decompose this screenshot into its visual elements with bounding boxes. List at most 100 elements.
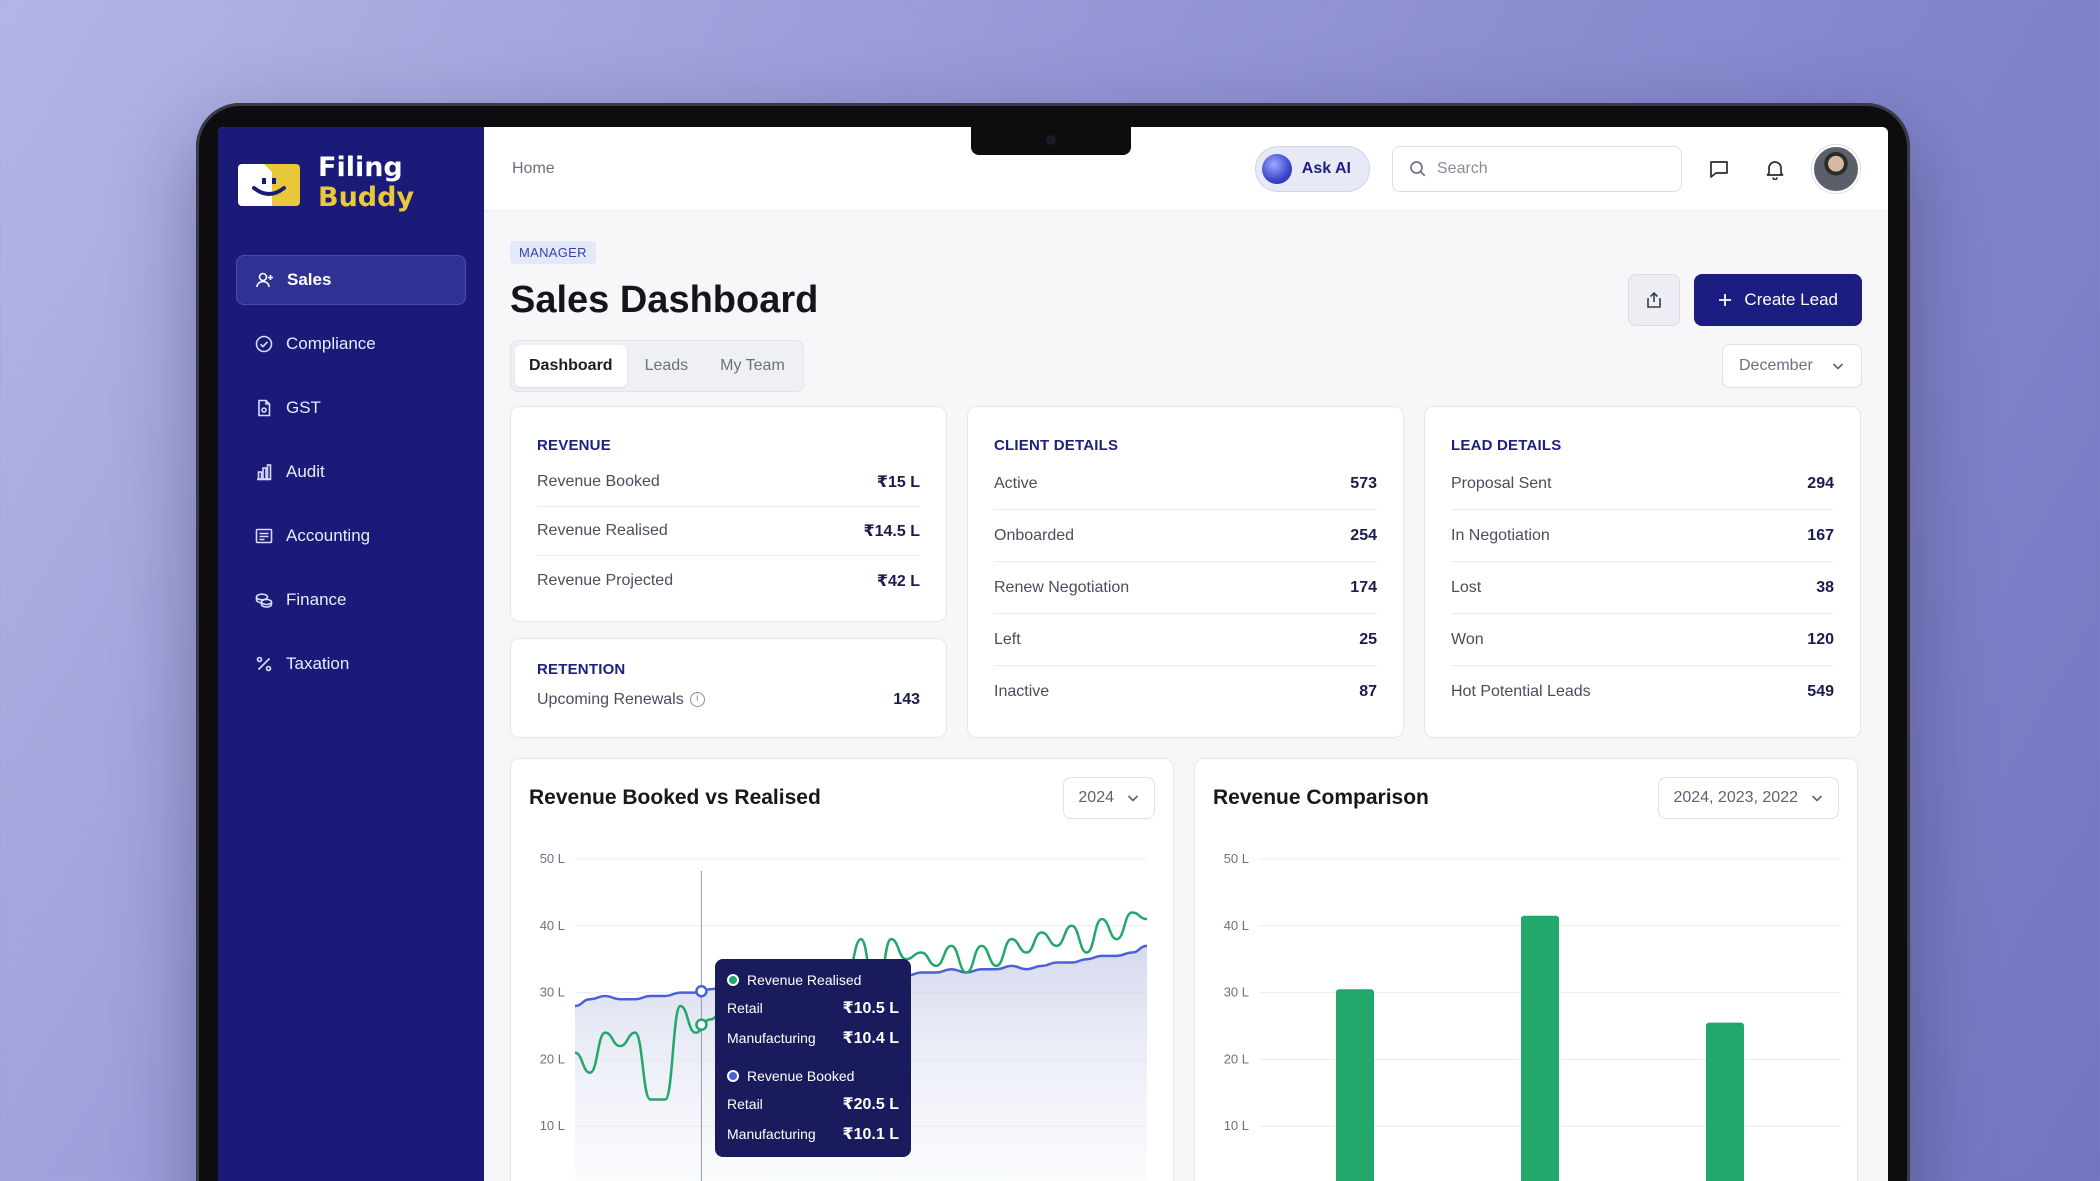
kv-value: 573	[1350, 474, 1377, 492]
y-tick-label: 50 L	[540, 851, 565, 866]
kv-value: ₹15 L	[876, 474, 920, 491]
dashboard-content: MANAGER Sales Dashboard Create Lead Dash…	[484, 211, 1888, 1181]
create-lead-button[interactable]: Create Lead	[1694, 274, 1862, 326]
lead-details-heading: LEAD DETAILS	[1451, 437, 1562, 454]
brand-name-line2: Buddy	[318, 182, 415, 213]
month-select-value: December	[1739, 357, 1813, 374]
sidebar-item-audit[interactable]: Audit	[236, 447, 466, 497]
kv-label: Revenue Booked	[537, 473, 660, 490]
sidebar-item-compliance[interactable]: Compliance	[236, 319, 466, 369]
tooltip-series-name: Revenue Booked	[747, 1068, 855, 1084]
tooltip-value: ₹10.5 L	[842, 1000, 900, 1017]
bar-chart-icon	[257, 464, 272, 481]
sidebar-item-label: Compliance	[286, 334, 376, 353]
sidebar-item-label: Audit	[286, 462, 325, 481]
messages-button[interactable]	[1700, 150, 1738, 188]
sidebar-item-sales[interactable]: Sales	[236, 255, 466, 305]
lead-details-card: LEAD DETAILS Proposal Sent 294 In Negotia…	[1424, 406, 1861, 738]
chevron-down-icon	[1127, 795, 1139, 802]
list-item: Revenue Projected ₹42 L	[537, 556, 920, 605]
revenue-heading: REVENUE	[537, 437, 611, 454]
kv-label: In Negotiation	[1451, 526, 1550, 544]
plus-icon	[1719, 294, 1732, 306]
kv-label: Lost	[1451, 578, 1482, 596]
y-tick-label: 40 L	[1224, 918, 1249, 933]
chevron-down-icon	[1832, 363, 1844, 370]
list-item: Hot Potential Leads 549	[1451, 666, 1834, 718]
info-icon[interactable]: i	[689, 692, 705, 708]
filing-buddy-logo-icon	[236, 158, 302, 208]
sidebar-item-label: Sales	[287, 270, 332, 289]
line-chart-year-select[interactable]: 2024	[1063, 777, 1155, 819]
brand-logo[interactable]: Filing Buddy	[236, 153, 466, 213]
sidebar-item-accounting[interactable]: Accounting	[236, 511, 466, 561]
sidebar-item-label: Accounting	[286, 526, 371, 545]
y-tick-label: 20 L	[1224, 1051, 1249, 1066]
user-plus-icon	[256, 272, 273, 288]
client-details-card: CLIENT DETAILS Active 573 Onboarded 254 Re…	[967, 406, 1404, 738]
camera-notch	[971, 127, 1131, 155]
export-button[interactable]	[1628, 274, 1681, 326]
booked-point	[695, 985, 708, 998]
avatar[interactable]	[1812, 144, 1860, 193]
sidebar-item-taxation[interactable]: Taxation	[236, 639, 466, 689]
brand-name-line1: Filing	[318, 152, 403, 183]
line-chart-year-value: 2024	[1078, 789, 1114, 806]
y-tick-label: 10 L	[1224, 1118, 1249, 1133]
sidebar-item-label: Taxation	[286, 654, 350, 673]
bell-icon	[1766, 160, 1784, 180]
kv-value: 174	[1350, 578, 1377, 596]
share-icon	[1647, 291, 1662, 308]
ai-orb-icon	[1261, 153, 1292, 184]
kv-label: Proposal Sent	[1451, 474, 1552, 492]
tooltip-value: ₹10.4 L	[842, 1030, 900, 1047]
kv-label: Active	[994, 474, 1038, 492]
kv-value: 143	[893, 691, 920, 708]
app-screen: Filing Buddy Sales Compliance GST Audit …	[218, 127, 1888, 1181]
list-item: Revenue Booked ₹15 L	[537, 458, 920, 507]
tab-dashboard[interactable]: Dashboard	[515, 345, 627, 387]
revenue-bar-chart-card: Revenue Comparison 2024, 2023, 2022 010 …	[1194, 758, 1858, 1181]
top-bar: Home Ask AI	[484, 127, 1888, 211]
tab-my-team[interactable]: My Team	[720, 357, 785, 374]
ask-ai-button[interactable]: Ask AI	[1254, 145, 1370, 192]
bar-2023	[1521, 915, 1559, 1181]
coins-icon	[255, 593, 273, 608]
bar-2024	[1706, 1022, 1744, 1181]
notifications-button[interactable]	[1756, 150, 1794, 188]
page-title: Sales Dashboard	[510, 278, 819, 321]
ledger-icon	[255, 528, 273, 544]
y-tick-label: 30 L	[1224, 985, 1249, 1000]
kv-value: 294	[1807, 474, 1834, 492]
sidebar-item-finance[interactable]: Finance	[236, 575, 466, 625]
list-item: Lost 38	[1451, 562, 1834, 614]
realised-line	[574, 911, 1148, 1101]
list-item: Active 573	[994, 458, 1377, 510]
kv-label: Inactive	[994, 683, 1050, 700]
bar-2022	[1336, 989, 1374, 1181]
realised-point	[695, 1018, 708, 1031]
list-item: Renew Negotiation 174	[994, 562, 1377, 614]
revenue-line-chart-card: Revenue Booked vs Realised 2024 010 L20 …	[510, 758, 1174, 1181]
search-box[interactable]	[1392, 145, 1682, 192]
list-item: Won 120	[1451, 614, 1834, 666]
kv-label: Revenue Projected	[537, 571, 674, 589]
month-select[interactable]: December	[1722, 344, 1862, 388]
kv-label: Upcoming Renewals	[537, 691, 684, 708]
percent-icon	[256, 656, 272, 672]
sidebar-item-gst[interactable]: GST	[236, 383, 466, 433]
bar-chart[interactable]: 010 L20 L30 L40 L50 L202220232024	[1213, 829, 1841, 1181]
kv-label: Revenue Realised	[537, 522, 668, 539]
list-item: Proposal Sent 294	[1451, 458, 1834, 510]
tab-leads[interactable]: Leads	[644, 357, 689, 374]
kv-value: 120	[1807, 630, 1834, 648]
tooltip-label: Manufacturing	[727, 1030, 816, 1046]
kv-label: Onboarded	[994, 526, 1075, 544]
bar-chart-year-select[interactable]: 2024, 2023, 2022	[1658, 777, 1839, 819]
breadcrumb[interactable]: Home	[512, 159, 555, 177]
search-input[interactable]	[1437, 159, 1657, 178]
ask-ai-label: Ask AI	[1301, 159, 1351, 177]
chart-tooltip: Revenue Realised Retail ₹10.5 L Manufactu…	[715, 959, 911, 1157]
brand-name: Filing Buddy	[318, 153, 414, 213]
kv-value: 254	[1350, 526, 1377, 544]
